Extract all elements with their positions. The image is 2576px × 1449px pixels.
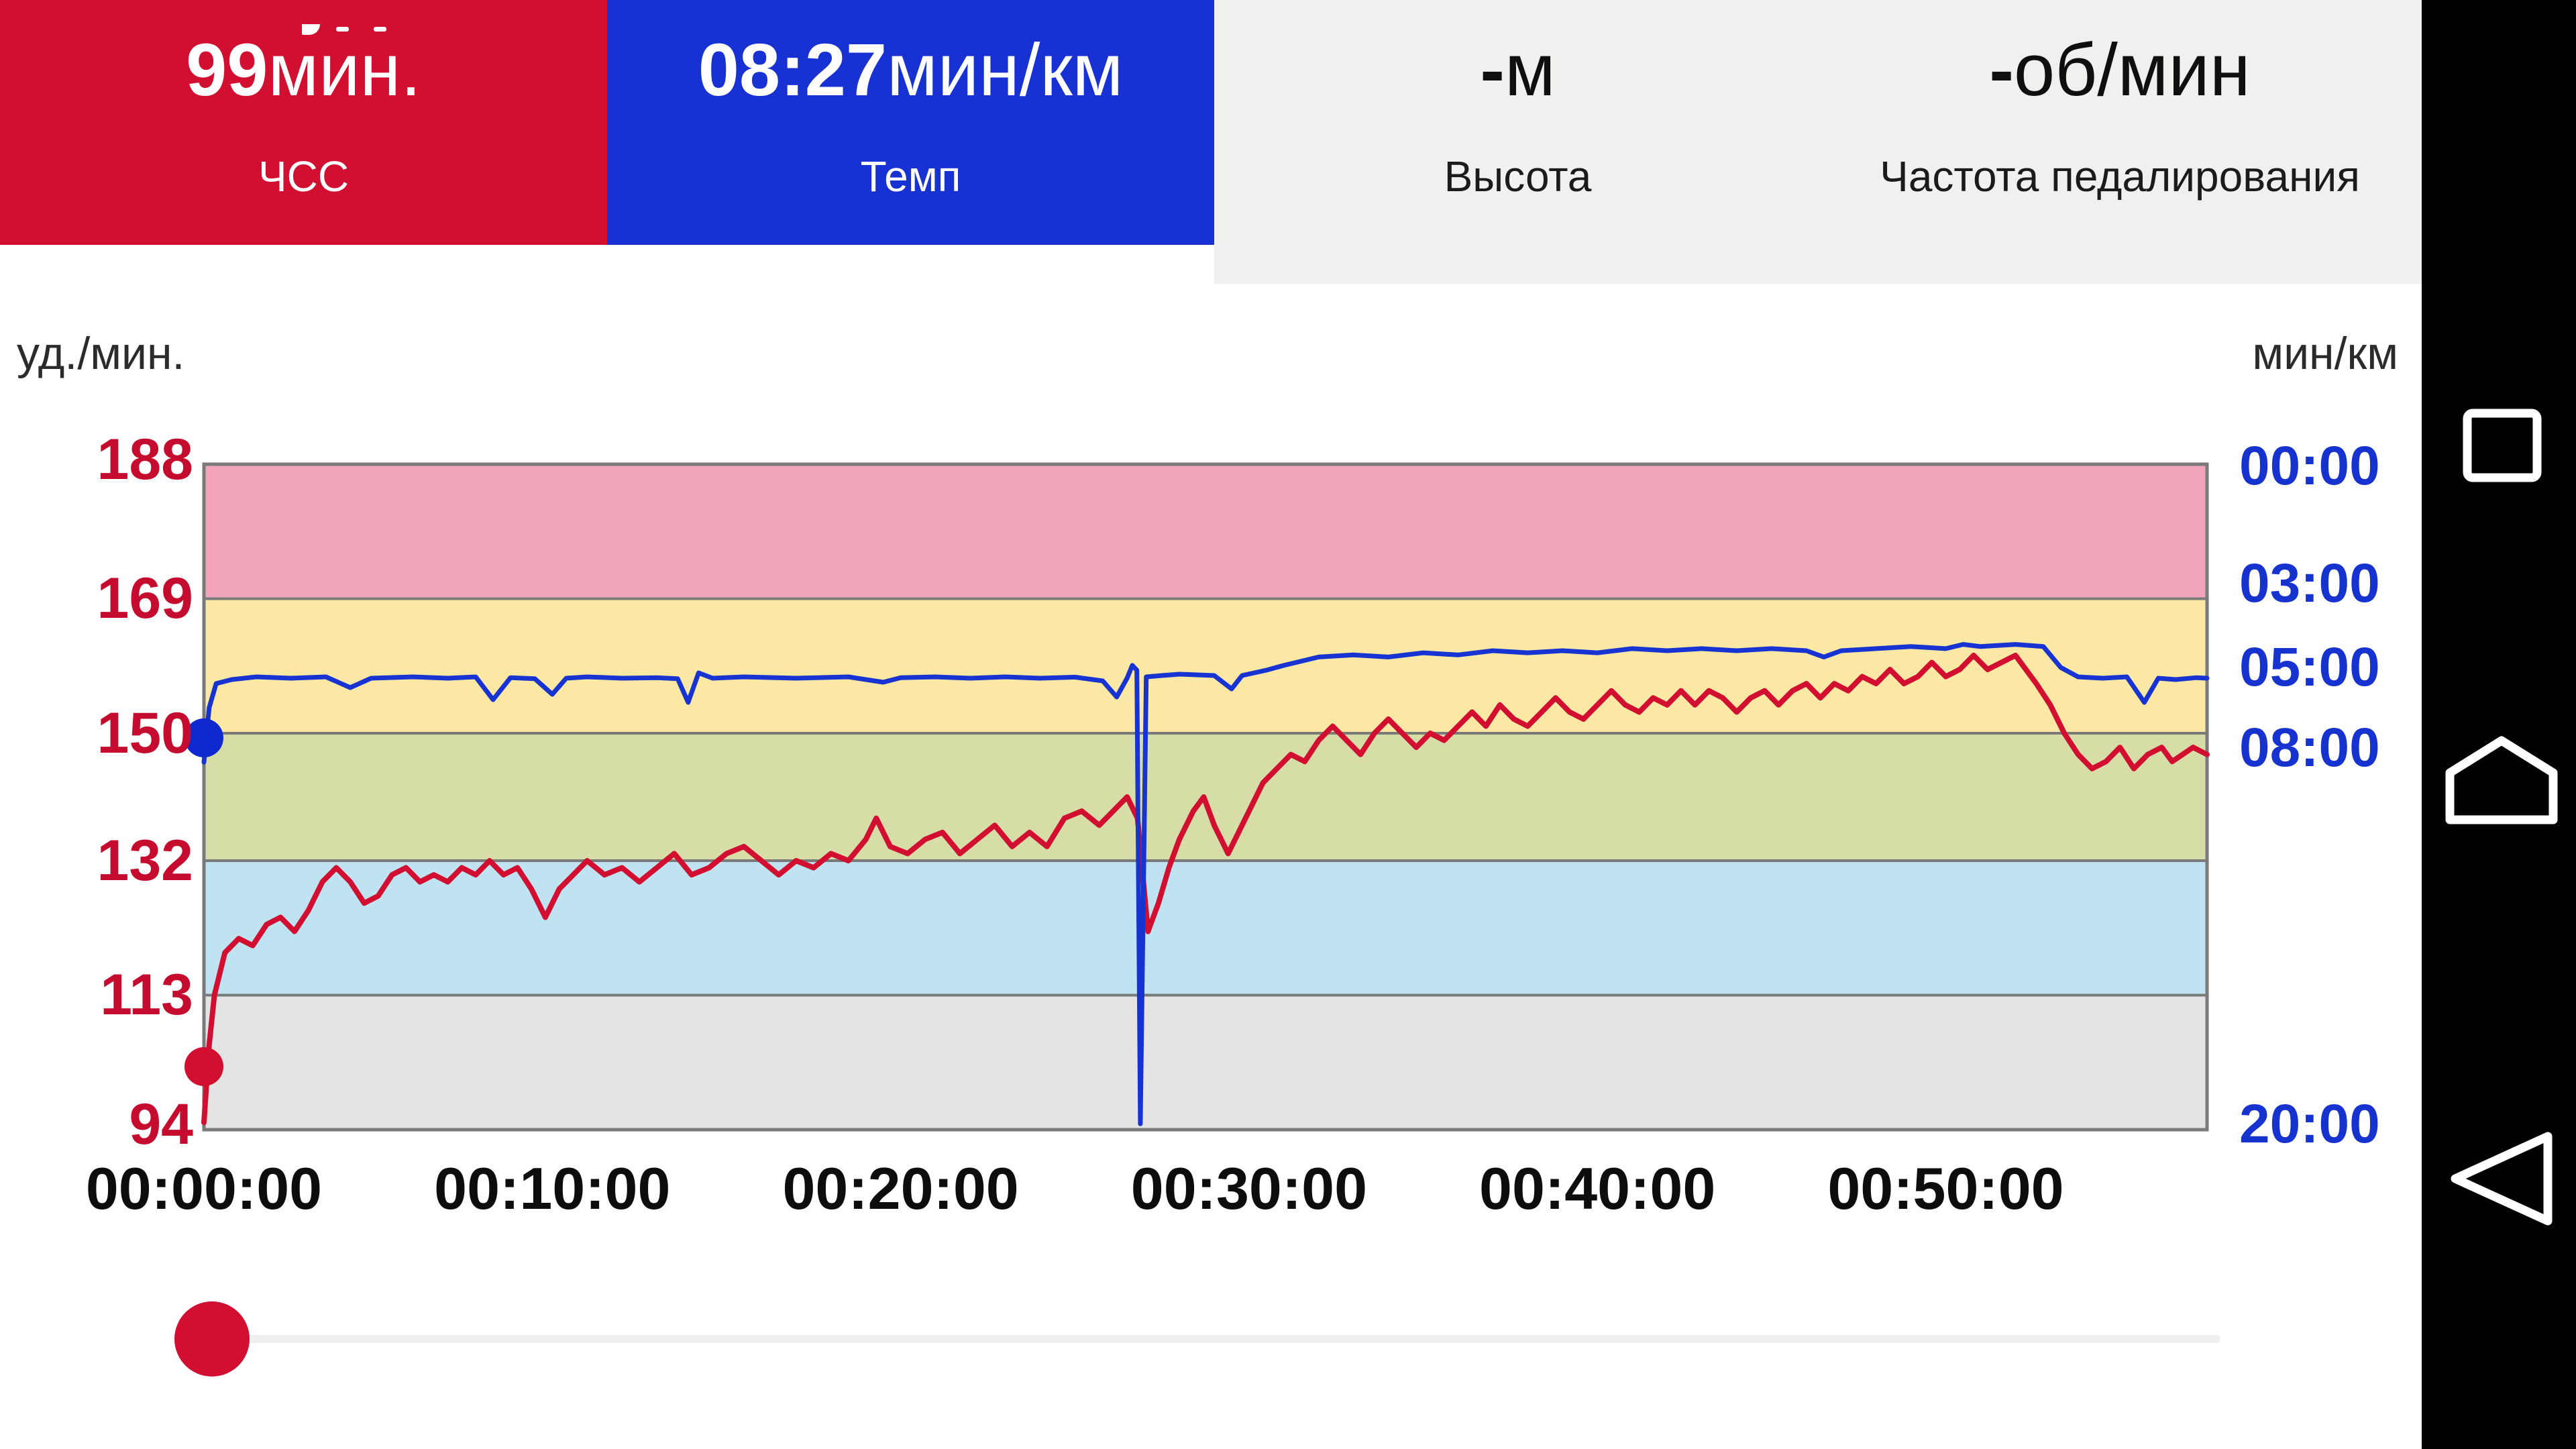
x-axis-tick: 00:40:00: [1479, 1155, 1716, 1222]
clipped-text-fragment: [336, 27, 349, 32]
hr-cursor-dot[interactable]: [184, 1047, 223, 1086]
left-axis-tick: 94: [129, 1092, 193, 1157]
back-icon[interactable]: [2451, 1132, 2553, 1226]
heart_rate-line: [201, 652, 2210, 1126]
recents-icon[interactable]: [2463, 409, 2542, 482]
timeline-slider-handle[interactable]: [174, 1301, 250, 1377]
heart-rate-tab-label: ЧСС: [258, 152, 350, 201]
hr-zone-band: [204, 860, 2207, 996]
pace-tab-label: Темп: [860, 152, 961, 201]
right-axis-tick: 08:00: [2239, 717, 2380, 778]
plot-border: [202, 462, 2209, 1132]
left-axis-tick: 113: [100, 963, 193, 1027]
left-axis-tick: 132: [97, 828, 194, 893]
right-axis-tick: 00:00: [2239, 435, 2380, 496]
left-axis-unit-label: уд./мин.: [17, 328, 185, 379]
right-axis-tick: 05:00: [2239, 637, 2380, 698]
cadence-tab-label: Частота педалирования: [1880, 152, 2360, 201]
clipped-text-fragment: [302, 24, 320, 35]
tab-heart-rate[interactable]: 99мин. ЧСС: [0, 0, 607, 245]
tab-pace[interactable]: 08:27мин/км Темп: [607, 0, 1214, 245]
tab-cadence[interactable]: -об/мин Частота педалирования: [1818, 0, 2422, 284]
tab-altitude[interactable]: -м Высота: [1214, 0, 1821, 284]
left-axis-tick: 150: [97, 701, 194, 765]
right-axis-tick: 03:00: [2239, 553, 2380, 614]
hr-zone-band: [204, 598, 2207, 734]
x-axis-tick: 00:00:00: [85, 1155, 323, 1222]
cadence-value: -об/мин: [1989, 29, 2251, 111]
metric-tabbar: 99мин. ЧСС 08:27мин/км Темп -м Высота -о…: [0, 0, 2422, 284]
pace-cursor-dot[interactable]: [184, 718, 223, 757]
clipped-text-fragment: [374, 27, 386, 32]
altitude-value: -м: [1480, 29, 1556, 111]
android-navigation-bar: [2422, 0, 2576, 1449]
right-axis-unit-label: мин/км: [2252, 328, 2398, 379]
pace-line: [201, 642, 2210, 1126]
x-axis-tick: 00:50:00: [1827, 1155, 2064, 1222]
hr-zone-band: [204, 464, 2207, 599]
right-axis-tick: 20:00: [2239, 1093, 2380, 1155]
x-axis-tick: 00:30:00: [1130, 1155, 1368, 1222]
hr-zone-band: [204, 995, 2207, 1130]
timeline-slider-track[interactable]: [205, 1335, 2220, 1343]
left-axis-tick: 188: [97, 427, 194, 492]
left-axis-tick: 169: [97, 566, 194, 631]
x-axis-tick: 00:10:00: [434, 1155, 671, 1222]
x-axis-tick: 00:20:00: [782, 1155, 1019, 1222]
pace-value: 08:27мин/км: [698, 29, 1124, 111]
heart-rate-value: 99мин.: [186, 29, 421, 111]
home-icon[interactable]: [2445, 736, 2558, 824]
altitude-tab-label: Высота: [1444, 152, 1592, 201]
